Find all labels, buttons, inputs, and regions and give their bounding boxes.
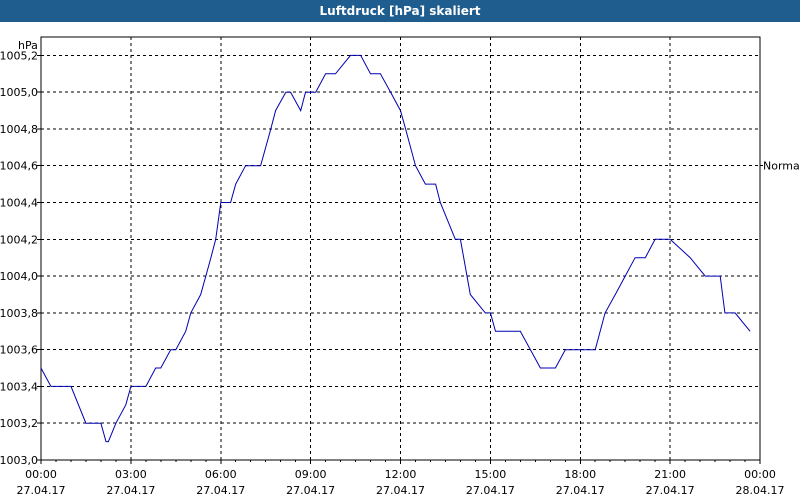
y-tick-label: 1004,4: [0, 197, 38, 210]
y-tick-label: 1004,2: [0, 233, 38, 246]
x-tick-time: 00:00: [744, 468, 776, 481]
y-tick-label: 1004,0: [0, 270, 38, 283]
chart-title: Luftdruck [hPa] skaliert: [0, 0, 800, 22]
x-tick-time: 15:00: [475, 468, 507, 481]
x-tick-time: 21:00: [654, 468, 686, 481]
pressure-series-line: [40, 54, 751, 443]
x-tick-time: 12:00: [385, 468, 417, 481]
y-tick-label: 1003,8: [0, 307, 38, 320]
y-tick-label: 1003,0: [0, 454, 38, 467]
plot-frame: [40, 36, 761, 461]
y-tick-label: 1003,2: [0, 417, 38, 430]
x-tick-time: 18:00: [564, 468, 596, 481]
pressure-chart: 1003,0 1003,2 1003,4 1003,6 1003,8 1004,0 1004…: [0, 36, 800, 497]
x-tick-time: 00:00: [25, 468, 57, 481]
y-tick-label: 1004,8: [0, 123, 38, 136]
x-tick-time: 09:00: [295, 468, 327, 481]
x-tick-date: 27.04.17: [196, 484, 245, 497]
y-tick-label: 1005,2: [0, 49, 38, 62]
y-tick-label: 1004,6: [0, 160, 38, 173]
x-tick-date: 28.04.17: [736, 484, 785, 497]
y-tick-label: 1003,6: [0, 344, 38, 357]
x-tick-date: 27.04.17: [376, 484, 425, 497]
x-tick-date: 27.04.17: [17, 484, 66, 497]
y-tick-label: 1005,0: [0, 86, 38, 99]
x-tick-date: 27.04.17: [286, 484, 335, 497]
x-tick-time: 03:00: [115, 468, 147, 481]
x-tick-date: 27.04.17: [556, 484, 605, 497]
x-tick-date: 27.04.17: [466, 484, 515, 497]
y-axis-label: hPa: [18, 39, 38, 52]
x-tick-date: 27.04.17: [106, 484, 155, 497]
normal-label: Normal: [763, 160, 800, 173]
x-tick-date: 27.04.17: [646, 484, 695, 497]
y-tick-label: 1003,4: [0, 380, 38, 393]
x-tick-time: 06:00: [205, 468, 237, 481]
